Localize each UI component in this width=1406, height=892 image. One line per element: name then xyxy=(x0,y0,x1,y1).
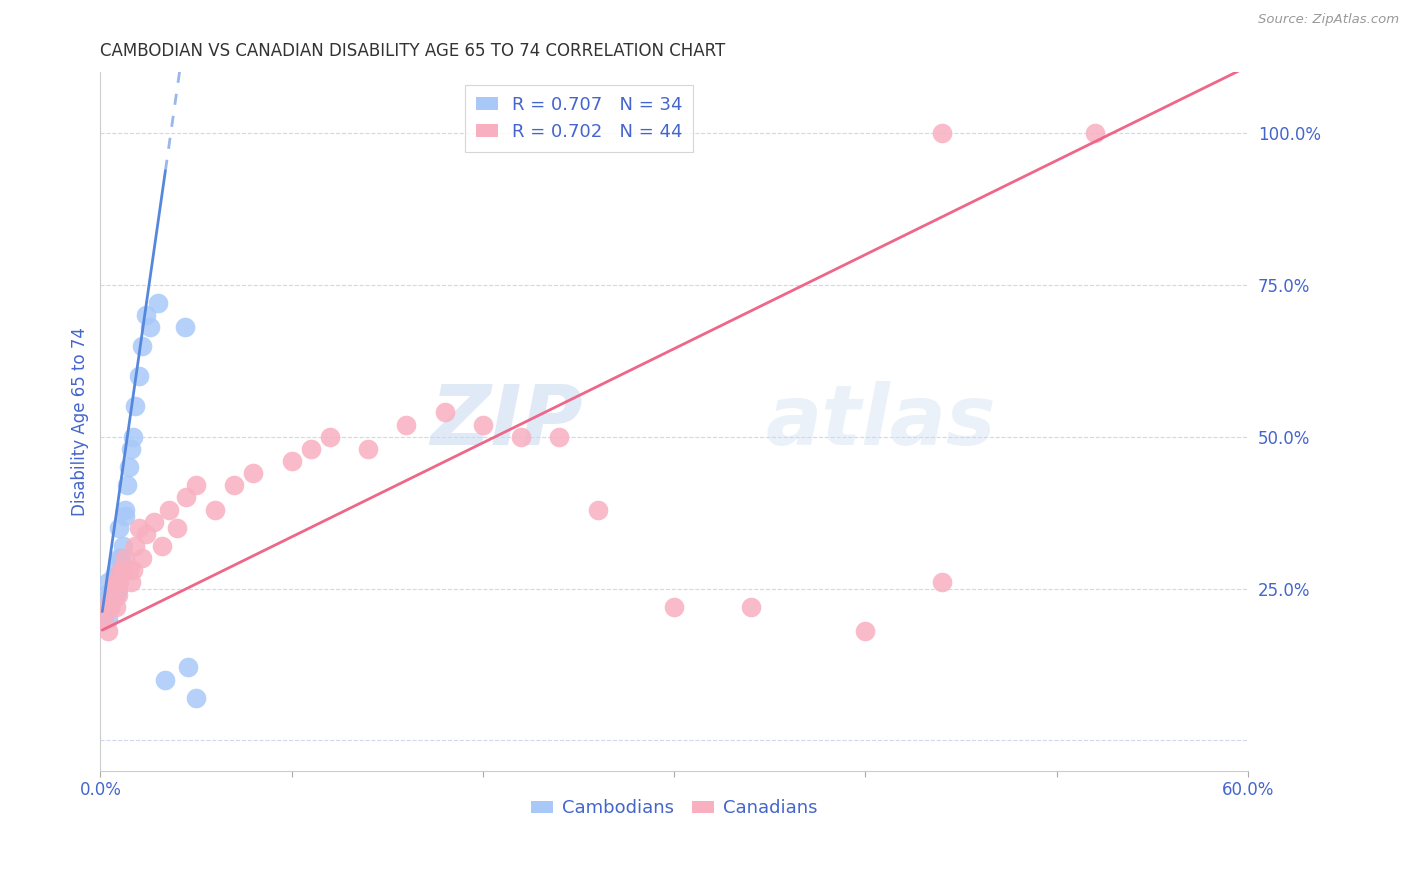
Point xyxy=(108,575,131,590)
Point xyxy=(280,454,302,468)
Point xyxy=(112,563,135,577)
Point xyxy=(94,599,117,614)
Point xyxy=(98,599,121,614)
Point xyxy=(855,624,877,638)
Point xyxy=(124,539,146,553)
Point xyxy=(94,588,117,602)
Point xyxy=(97,612,120,626)
Point xyxy=(101,593,124,607)
Point xyxy=(166,521,188,535)
Text: CAMBODIAN VS CANADIAN DISABILITY AGE 65 TO 74 CORRELATION CHART: CAMBODIAN VS CANADIAN DISABILITY AGE 65 … xyxy=(100,42,725,60)
Point xyxy=(586,502,609,516)
Point xyxy=(128,369,150,384)
Point xyxy=(112,539,135,553)
Point xyxy=(510,430,533,444)
Point xyxy=(107,588,129,602)
Point xyxy=(146,296,169,310)
Point xyxy=(139,320,162,334)
Point xyxy=(740,599,762,614)
Point xyxy=(931,575,953,590)
Point xyxy=(224,478,246,492)
Point xyxy=(98,588,121,602)
Point xyxy=(128,521,150,535)
Point xyxy=(114,551,136,566)
Point xyxy=(103,569,125,583)
Text: atlas: atlas xyxy=(766,381,997,462)
Point xyxy=(433,405,456,419)
Point xyxy=(93,599,115,614)
Point xyxy=(142,515,165,529)
Point xyxy=(101,588,124,602)
Point xyxy=(98,599,121,614)
Point xyxy=(122,563,145,577)
Point xyxy=(108,521,131,535)
Point xyxy=(97,624,120,638)
Point xyxy=(184,690,207,705)
Point xyxy=(131,339,153,353)
Point xyxy=(97,575,120,590)
Point xyxy=(118,460,141,475)
Point xyxy=(177,660,200,674)
Point xyxy=(120,442,142,456)
Point xyxy=(242,466,264,480)
Point xyxy=(107,582,129,596)
Point xyxy=(135,527,157,541)
Point xyxy=(204,502,226,516)
Point xyxy=(104,563,127,577)
Point xyxy=(104,599,127,614)
Point xyxy=(120,575,142,590)
Point xyxy=(115,478,138,492)
Point xyxy=(184,478,207,492)
Point xyxy=(150,539,173,553)
Point xyxy=(103,575,125,590)
Y-axis label: Disability Age 65 to 74: Disability Age 65 to 74 xyxy=(72,327,89,516)
Point xyxy=(103,575,125,590)
Legend: Cambodians, Canadians: Cambodians, Canadians xyxy=(524,792,824,824)
Point xyxy=(104,588,127,602)
Point xyxy=(357,442,380,456)
Point xyxy=(176,491,198,505)
Point xyxy=(471,417,494,432)
Point xyxy=(101,582,124,596)
Point xyxy=(157,502,180,516)
Point xyxy=(114,508,136,523)
Point xyxy=(110,563,132,577)
Point xyxy=(173,320,195,334)
Point xyxy=(155,673,177,687)
Point xyxy=(108,551,131,566)
Point xyxy=(93,612,115,626)
Point xyxy=(114,502,136,516)
Text: ZIP: ZIP xyxy=(430,381,582,462)
Point xyxy=(131,551,153,566)
Point xyxy=(135,308,157,322)
Point xyxy=(395,417,418,432)
Point xyxy=(110,551,132,566)
Point xyxy=(319,430,342,444)
Point xyxy=(931,126,953,140)
Point xyxy=(662,599,685,614)
Point xyxy=(124,400,146,414)
Text: Source: ZipAtlas.com: Source: ZipAtlas.com xyxy=(1258,13,1399,27)
Point xyxy=(299,442,322,456)
Point xyxy=(122,430,145,444)
Point xyxy=(1084,126,1107,140)
Point xyxy=(107,575,129,590)
Point xyxy=(118,563,141,577)
Point xyxy=(548,430,571,444)
